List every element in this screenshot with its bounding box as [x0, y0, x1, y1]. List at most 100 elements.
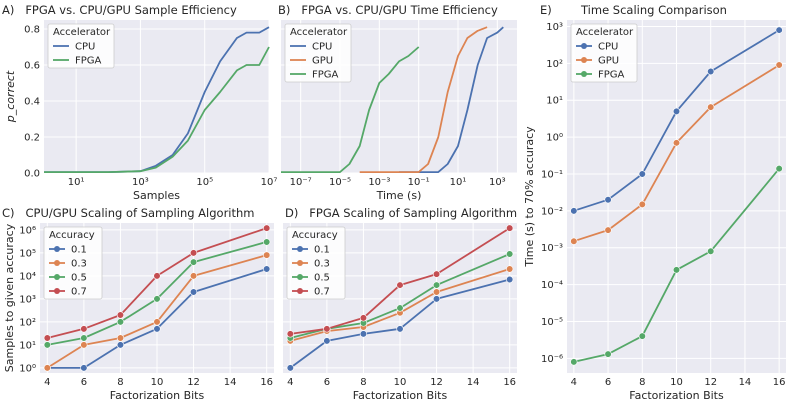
data-point-0.1 [359, 330, 368, 338]
y-tick-label: 10⁻¹ [541, 169, 563, 180]
data-point-GPU [604, 226, 612, 234]
x-tick-label: 16 [503, 377, 516, 388]
data-point-0.3 [153, 318, 161, 326]
y-tick-label: 10⁴ [19, 271, 36, 282]
data-point-0.1 [506, 275, 514, 284]
data-point-CPU [604, 196, 612, 204]
x-tick-label: 10 [394, 377, 407, 388]
x-tick-label: 10 [151, 377, 164, 388]
legend-entry-label: CPU [75, 42, 95, 53]
legend-title: Accelerator [53, 27, 111, 38]
x-axis-label: Time (s) [376, 189, 422, 202]
x-tick-label: 8 [117, 377, 123, 388]
data-point-0.5 [396, 304, 404, 312]
x-tick-label: 10⁵ [196, 177, 213, 188]
y-tick-label: 10⁻³ [541, 243, 563, 254]
y-tick-label: 0.2 [24, 133, 40, 144]
x-tick-label: 14 [467, 377, 480, 388]
y-tick-label: 10² [19, 317, 36, 328]
chart-title: A) FPGA vs. CPU/GPU Sample Efficiency [2, 3, 237, 17]
data-point-GPU [672, 139, 681, 147]
y-axis-label: Samples to given accuracy [3, 223, 16, 372]
x-tick-label: 10⁻⁷ [290, 177, 312, 188]
y-tick-label: 10⁻² [541, 206, 563, 217]
legend-entry-label: 0.1 [71, 245, 87, 256]
legend-entry-label: 0.5 [71, 273, 87, 284]
data-point-0.5 [189, 258, 198, 266]
legend-title: Accelerator [290, 27, 348, 38]
legend-entry-label: CPU [598, 42, 618, 53]
x-tick-label: 10⁻⁵ [329, 177, 351, 188]
y-tick-label: 10⁰ [546, 133, 563, 144]
legend-marker [54, 274, 60, 280]
series-line-FPGA [281, 46, 420, 174]
x-tick-label: 8 [360, 377, 366, 388]
legend-marker [297, 288, 303, 294]
x-tick-label: 14 [224, 377, 237, 388]
legend-title: Accuracy [49, 230, 95, 241]
data-point-0.1 [396, 325, 404, 333]
x-tick-label: 10¹ [68, 177, 85, 188]
legend-box [284, 23, 352, 83]
panel-d-fpga-scaling: 4 6 8 10 12 14 16 D) FPGA Scaling of Sampling A… [283, 206, 517, 402]
data-point-0.5 [432, 281, 441, 289]
legend-box [43, 226, 103, 300]
data-point-0.5 [263, 238, 271, 246]
chart-title: E) Time Scaling Comparison [540, 3, 727, 17]
legend-title: Accelerator [576, 27, 634, 38]
y-tick-label: 0.0 [24, 169, 40, 180]
data-point-0.7 [153, 272, 161, 280]
legend-box [47, 23, 115, 69]
data-point-0.7 [359, 314, 368, 322]
data-point-0.7 [323, 325, 331, 333]
series-line-0.7 [47, 227, 267, 339]
legend-marker [581, 43, 587, 49]
x-tick-label: 6 [605, 377, 611, 388]
series-line-CPU [573, 29, 780, 212]
x-tick-label: 12 [187, 377, 200, 388]
data-point-FPGA [707, 247, 715, 255]
panel-c-cpu-gpu-scaling: 4 6 8 10 12 14 16 10⁰ 10¹ 10² 10³ 10⁴ 10⁵ 10⁶ C) CPU/G… [2, 206, 274, 402]
x-tick-label: 14 [739, 377, 752, 388]
y-tick-label: 10⁻⁴ [541, 280, 563, 291]
data-point-0.7 [506, 224, 514, 232]
x-tick-label: 10 [670, 377, 683, 388]
y-axis-label: Time (s) to 70% accuracy [523, 126, 536, 268]
data-point-0.5 [153, 295, 161, 303]
series-line-FPGA [44, 46, 270, 174]
y-tick-label: 0.6 [24, 61, 40, 72]
legend-box [286, 226, 346, 300]
data-point-0.1 [432, 295, 441, 303]
data-point-FPGA [638, 332, 646, 340]
x-axis-label: Factorization Bits [629, 389, 724, 402]
x-tick-label: 10¹ [450, 177, 467, 188]
data-point-FPGA [604, 350, 612, 358]
data-point-CPU [775, 26, 783, 34]
data-point-0.1 [153, 325, 161, 333]
panel-b-time-efficiency: 10⁻⁷ 10⁻⁵ 10⁻³ 10⁻¹ 10¹ 10³ B) FPGA vs. CPU/GP… [278, 3, 517, 202]
x-tick-label: 16 [773, 377, 786, 388]
data-point-GPU [707, 103, 715, 111]
series-line-0.1 [47, 268, 267, 369]
legend-entry-label: FPGA [598, 70, 625, 81]
series-line-CPU [399, 26, 504, 174]
y-tick-label: 10⁰ [19, 363, 36, 374]
legend-entry-label: CPU [312, 42, 332, 53]
x-tick-label: 10⁻³ [368, 177, 390, 188]
series-line-0.3 [290, 268, 510, 342]
x-axis-label: Factorization Bits [110, 389, 205, 402]
legend-entry-label: 0.5 [314, 273, 330, 284]
legend-entry-label: 0.1 [314, 245, 330, 256]
data-point-0.3 [43, 364, 51, 372]
data-point-0.7 [396, 281, 404, 289]
data-point-FPGA [672, 266, 681, 274]
data-point-0.5 [43, 341, 51, 349]
data-point-0.7 [432, 270, 441, 278]
y-tick-label: 10⁻⁵ [541, 317, 563, 328]
data-point-CPU [707, 67, 715, 76]
x-tick-label: 6 [324, 377, 330, 388]
legend-entry-label: FPGA [312, 70, 339, 81]
data-point-0.1 [286, 364, 294, 372]
data-point-0.5 [80, 334, 88, 342]
data-point-0.3 [80, 341, 88, 349]
